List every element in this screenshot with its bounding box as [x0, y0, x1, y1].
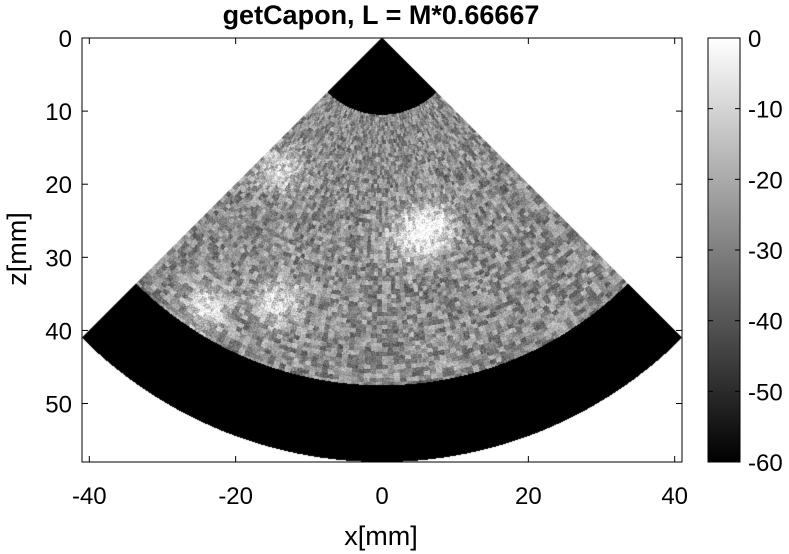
- x-tick-label: 20: [515, 483, 542, 510]
- x-axis-label: x[mm]: [344, 521, 418, 551]
- plot-area: [81, 37, 683, 463]
- colorbar-ticks: 0 -10 -20 -30 -40 -50 -60: [708, 26, 783, 477]
- chart-title: getCapon, L = M*0.66667: [223, 0, 540, 30]
- x-tick-label: 0: [375, 483, 388, 510]
- colorbar-tick-label: 0: [748, 26, 761, 53]
- y-tick-label: 10: [45, 99, 72, 126]
- x-tick-label: -20: [218, 483, 253, 510]
- sector-image: [82, 38, 682, 462]
- y-tick-label: 0: [59, 26, 72, 53]
- y-tick-label: 40: [45, 318, 72, 345]
- colorbar-tick-label: -10: [748, 97, 783, 124]
- x-tick-label: 40: [661, 483, 688, 510]
- colorbar-tick-label: -50: [748, 379, 783, 406]
- x-axis-ticks: -40 -20 0 20 40: [72, 38, 688, 510]
- y-tick-label: 30: [45, 245, 72, 272]
- y-axis-label: z[mm]: [2, 212, 32, 286]
- colorbar-tick-label: -30: [748, 238, 783, 265]
- colorbar-gradient: [707, 37, 741, 463]
- y-axis-ticks: 0 10 20 30 40 50: [45, 26, 682, 419]
- y-tick-label: 20: [45, 172, 72, 199]
- colorbar-tick-label: -60: [748, 450, 783, 477]
- colorbar-tick-label: -20: [748, 167, 783, 194]
- colorbar: 0 -10 -20 -30 -40 -50 -60: [707, 26, 783, 477]
- colorbar-tick-label: -40: [748, 309, 783, 336]
- y-tick-label: 50: [45, 392, 72, 419]
- x-tick-label: -40: [72, 483, 107, 510]
